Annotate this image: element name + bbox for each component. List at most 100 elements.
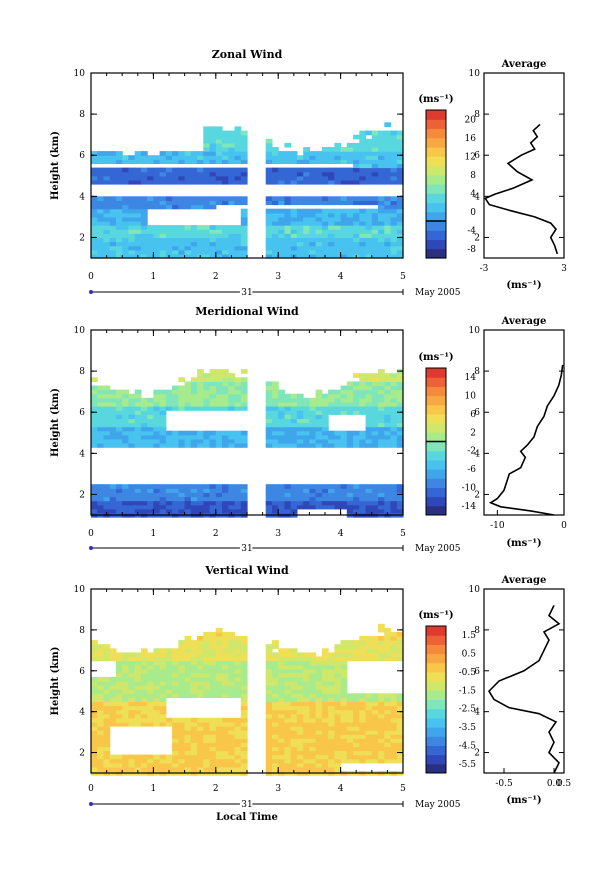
heatmap-cell: [296, 221, 304, 226]
heatmap-cell: [290, 200, 298, 206]
heatmap-cell: [128, 397, 136, 403]
heatmap-cell: [284, 685, 292, 690]
heatmap-cell: [272, 644, 279, 649]
heatmap-cell: [215, 443, 223, 448]
heatmap-cell: [222, 151, 229, 156]
avg-y-tick-label: 2: [474, 233, 480, 243]
heatmap-cell: [265, 438, 273, 444]
heatmap-cell: [203, 142, 211, 148]
heatmap-cell: [390, 508, 398, 514]
heatmap-cell: [365, 142, 373, 148]
heatmap-cell: [222, 660, 229, 666]
heatmap-cell: [222, 668, 229, 674]
heatmap-cell: [353, 381, 360, 387]
heatmap-cell: [371, 443, 379, 448]
heatmap-cell: [328, 656, 335, 662]
heatmap-cell: [128, 204, 136, 210]
heatmap-cell: [334, 484, 342, 489]
heatmap-cell: [172, 672, 179, 678]
heatmap-cell: [346, 397, 354, 403]
heatmap-cell: [390, 225, 398, 230]
heatmap-cell: [172, 668, 179, 674]
heatmap-cell: [209, 681, 217, 686]
heatmap-cell: [203, 443, 211, 448]
heatmap-cell: [328, 681, 335, 686]
heatmap-cell: [296, 492, 304, 498]
heatmap-cell: [265, 672, 273, 678]
heatmap-cell: [184, 742, 192, 747]
heatmap-cell: [178, 385, 186, 391]
heatmap-cell: [265, 697, 273, 703]
x-axis-label: Local Time: [216, 812, 278, 823]
heatmap-cell: [290, 393, 298, 399]
heatmap-cell: [215, 385, 223, 391]
heatmap-cell: [215, 508, 223, 514]
heatmap-cell: [159, 249, 167, 255]
heatmap-cell: [265, 721, 273, 727]
heatmap-cell: [284, 401, 292, 407]
heatmap-cell: [103, 155, 111, 160]
heatmap-cell: [222, 434, 229, 440]
heatmap-cell: [328, 721, 335, 727]
heatmap-cell: [378, 369, 385, 374]
heatmap-cell: [109, 656, 117, 662]
heatmap-cell: [303, 249, 310, 255]
heatmap-cell: [359, 500, 367, 506]
heatmap-cell: [284, 734, 292, 739]
heatmap-cell: [390, 496, 398, 502]
heatmap-cell: [116, 175, 123, 181]
heatmap-cell: [340, 401, 348, 407]
heatmap-cell: [328, 709, 335, 715]
heatmap-cell: [265, 151, 273, 156]
heatmap-cell: [103, 484, 111, 489]
heatmap-cell: [315, 443, 323, 448]
heatmap-cell: [134, 225, 142, 230]
heatmap-cell: [371, 750, 379, 756]
y-axis-label: Height (km): [50, 647, 61, 716]
heatmap-cell: [303, 397, 310, 403]
heatmap-cell: [97, 410, 104, 415]
heatmap-cell: [272, 709, 279, 715]
heatmap-cell: [240, 738, 248, 743]
heatmap-cell: [272, 689, 279, 694]
heatmap-cell: [172, 229, 179, 234]
heatmap-cell: [222, 726, 229, 731]
heatmap-cell: [240, 701, 248, 707]
heatmap-cell: [303, 750, 310, 756]
heatmap-cell: [315, 393, 323, 399]
heatmap-cell: [340, 681, 348, 686]
heatmap-cell: [109, 179, 117, 185]
heatmap-cell: [91, 377, 98, 382]
heatmap-cell: [228, 233, 236, 238]
heatmap-cell: [190, 229, 198, 234]
heatmap-cell: [209, 488, 217, 493]
heatmap-cell: [378, 155, 385, 160]
heatmap-cell: [228, 200, 236, 206]
heatmap-cell: [109, 758, 117, 764]
heatmap-cell: [91, 426, 98, 432]
heatmap-cell: [265, 430, 273, 436]
heatmap-cell: [303, 754, 310, 760]
heatmap-cell: [159, 245, 167, 251]
heatmap-cell: [222, 159, 229, 164]
heatmap-cell: [384, 631, 392, 637]
heatmap-cell: [228, 134, 236, 140]
heatmap-cell: [334, 730, 342, 735]
heatmap-cell: [334, 249, 342, 255]
heatmap-cell: [103, 754, 111, 760]
heatmap-cell: [203, 504, 211, 510]
heatmap-cell: [265, 746, 273, 752]
heatmap-cell: [91, 241, 98, 247]
heatmap-cell: [184, 179, 192, 185]
heatmap-cell: [296, 754, 304, 760]
heatmap-cell: [172, 492, 179, 498]
heatmap-cell: [209, 241, 217, 247]
heatmap-cell: [365, 381, 373, 387]
heatmap-cell: [197, 438, 204, 444]
heatmap-cell: [197, 381, 204, 387]
heatmap-cell: [384, 159, 392, 164]
heatmap-cell: [303, 167, 310, 173]
heatmap-cell: [240, 430, 248, 436]
heatmap-cell: [91, 504, 98, 510]
heatmap-cell: [315, 422, 323, 428]
